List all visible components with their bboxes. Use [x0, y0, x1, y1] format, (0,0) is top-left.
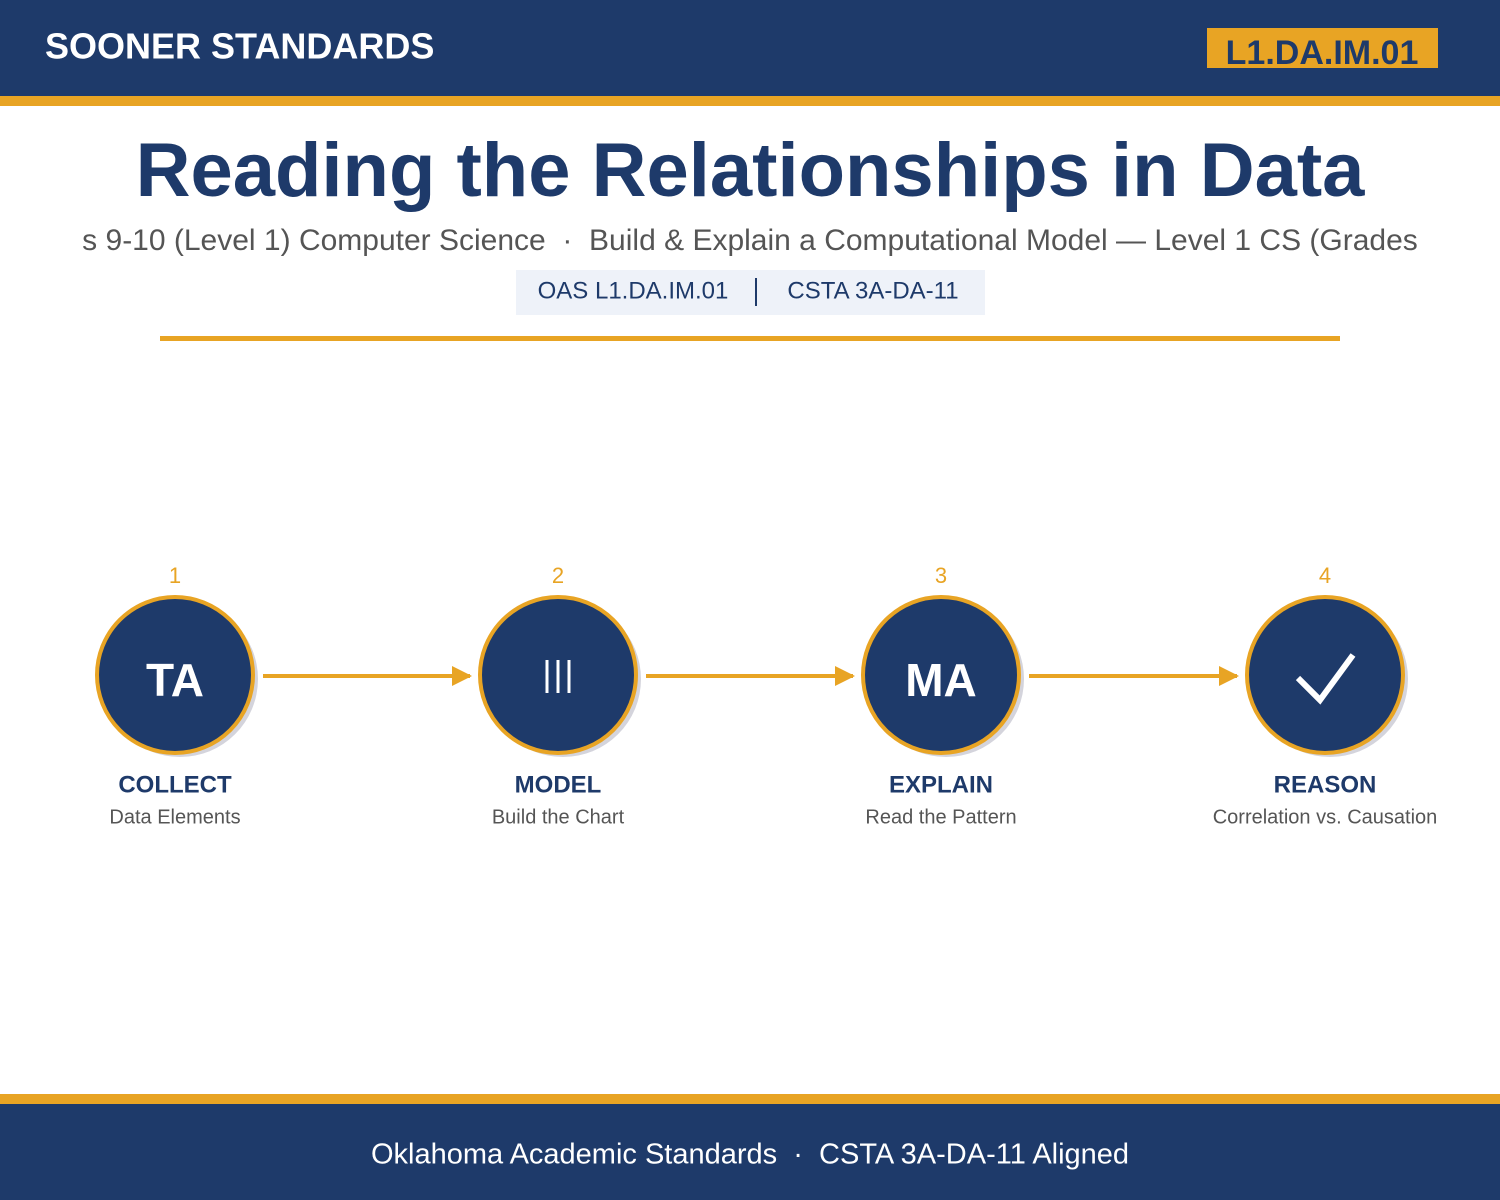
- step-number: 3: [935, 563, 947, 588]
- step-label: REASON: [1274, 771, 1377, 798]
- step-number: 4: [1319, 563, 1331, 588]
- step-number: 1: [169, 563, 181, 588]
- tag: OAS L1.DA.IM.01: [538, 277, 729, 304]
- step-number: 2: [552, 563, 564, 588]
- step-circle: [861, 595, 1021, 755]
- badge: L1.DA.IM.01: [1226, 34, 1419, 72]
- step-sublabel: Data Elements: [109, 806, 240, 828]
- tag: CSTA 3A-DA-11: [787, 277, 958, 304]
- badge-box: [1207, 28, 1438, 68]
- step-label: MODEL: [515, 771, 602, 798]
- step-circle: [1245, 595, 1405, 755]
- footer-accent: [0, 1094, 1500, 1104]
- process-flow: 1 TA COLLECT Data Elements 2 MODEL Build the C…: [95, 563, 1438, 828]
- check-icon: [1295, 653, 1356, 705]
- brand: SOONER STANDARDS: [45, 26, 434, 67]
- subtitle: s 9-10 (Level 1) Computer Science · Buil…: [82, 224, 1418, 257]
- tag-box: [516, 270, 985, 315]
- step-sublabel: Read the Pattern: [865, 806, 1016, 828]
- header-accent: [0, 96, 1500, 106]
- divider: [160, 336, 1340, 341]
- step-sublabel: Build the Chart: [492, 806, 625, 828]
- step-sublabel: Correlation vs. Causation: [1213, 806, 1438, 828]
- title: Reading the Relationships in Data: [136, 128, 1366, 213]
- step-circle: [95, 595, 255, 755]
- step-label: EXPLAIN: [889, 771, 993, 798]
- step-label: COLLECT: [118, 771, 232, 798]
- step-icon: MA: [905, 654, 977, 706]
- footer-bar: [0, 1104, 1500, 1200]
- footer: Oklahoma Academic Standards · CSTA 3A-DA…: [371, 1139, 1129, 1171]
- step-icon: TA: [146, 654, 204, 706]
